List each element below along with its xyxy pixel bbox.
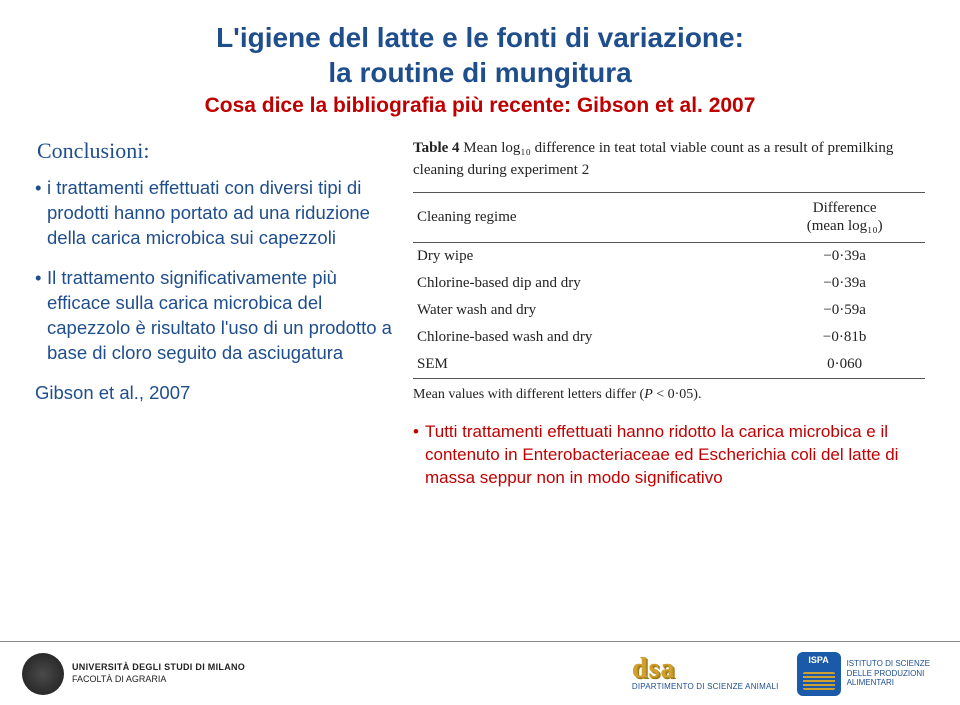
slide-title: L'igiene del latte e le fonti di variazi…	[35, 20, 925, 90]
unimi-text: UNIVERSITÀ DEGLI STUDI DI MILANO FACOLTÀ…	[72, 662, 245, 685]
note-suffix: < 0·05).	[653, 387, 702, 402]
note-prefix: Mean values with different letters diffe…	[413, 387, 644, 402]
table-cell-regime: Dry wipe	[413, 243, 764, 271]
summary-note: Tutti trattamenti effettuati hanno ridot…	[413, 421, 925, 490]
ispa-line2: DELLE PRODUZIONI	[847, 669, 930, 679]
ispa-badge-text: ISPA	[808, 655, 828, 665]
table-cell-value: −0·59a	[764, 297, 925, 324]
unimi-seal-icon	[22, 653, 64, 695]
title-line-2: la routine di mungitura	[328, 57, 631, 88]
footer-right: dsa DIPARTIMENTO DI SCIENZE ANIMALI ISPA…	[632, 652, 930, 696]
table-caption-rest: Mean log₁₀ difference in teat total viab…	[413, 140, 893, 178]
ispa-stripes-icon	[803, 672, 835, 690]
table-row: Dry wipe −0·39a	[413, 243, 925, 271]
note-italic: P	[644, 387, 653, 402]
table-caption-prefix: Table 4	[413, 140, 460, 156]
content-row: Conclusioni: i trattamenti effettuati co…	[35, 138, 925, 490]
table-col1-header: Cleaning regime	[413, 192, 764, 243]
unimi-line1: UNIVERSITÀ DEGLI STUDI DI MILANO	[72, 662, 245, 673]
table-row: Water wash and dry −0·59a	[413, 297, 925, 324]
col2-header-line1: Difference	[813, 200, 877, 216]
ispa-logo-block: ISPA ISTITUTO DI SCIENZE DELLE PRODUZION…	[797, 652, 930, 696]
table-note: Mean values with different letters diffe…	[413, 387, 925, 403]
dsa-logo-text: dsa	[632, 656, 779, 681]
table-cell-regime: Chlorine-based dip and dry	[413, 270, 764, 297]
table-row: Chlorine-based wash and dry −0·81b	[413, 324, 925, 351]
unimi-line2: FACOLTÀ DI AGRARIA	[72, 674, 245, 685]
table-cell-regime: Water wash and dry	[413, 297, 764, 324]
right-column: Table 4 Mean log₁₀ difference in teat to…	[413, 138, 925, 490]
conclusioni-heading: Conclusioni:	[37, 138, 395, 164]
title-line-1: L'igiene del latte e le fonti di variazi…	[216, 22, 744, 53]
footer-left: UNIVERSITÀ DEGLI STUDI DI MILANO FACOLTÀ…	[22, 653, 245, 695]
bullet-item: i trattamenti effettuati con diversi tip…	[35, 176, 395, 251]
conclusioni-list: i trattamenti effettuati con diversi tip…	[35, 176, 395, 406]
col2-header-line2: (mean log₁₀)	[807, 218, 883, 234]
dsa-logo-block: dsa DIPARTIMENTO DI SCIENZE ANIMALI	[632, 656, 779, 691]
table-cell-value: 0·060	[764, 351, 925, 379]
unimi-logo: UNIVERSITÀ DEGLI STUDI DI MILANO FACOLTÀ…	[22, 653, 245, 695]
dsa-subtitle: DIPARTIMENTO DI SCIENZE ANIMALI	[632, 682, 779, 691]
ispa-line3: ALIMENTARI	[847, 678, 930, 688]
data-table: Cleaning regime Difference (mean log₁₀) …	[413, 192, 925, 380]
ispa-text: ISTITUTO DI SCIENZE DELLE PRODUZIONI ALI…	[847, 659, 930, 688]
table-row: SEM 0·060	[413, 351, 925, 379]
bullet-item: Gibson et al., 2007	[35, 381, 395, 406]
table-row: Chlorine-based dip and dry −0·39a	[413, 270, 925, 297]
table-cell-regime: Chlorine-based wash and dry	[413, 324, 764, 351]
left-column: Conclusioni: i trattamenti effettuati co…	[35, 138, 395, 490]
slide: L'igiene del latte e le fonti di variazi…	[0, 0, 960, 705]
table-cell-regime: SEM	[413, 351, 764, 379]
ispa-badge-icon: ISPA	[797, 652, 841, 696]
table-cell-value: −0·81b	[764, 324, 925, 351]
bullet-item: Il trattamento significativamente più ef…	[35, 266, 395, 366]
table-cell-value: −0·39a	[764, 270, 925, 297]
footer-bar: UNIVERSITÀ DEGLI STUDI DI MILANO FACOLTÀ…	[0, 641, 960, 705]
table-caption: Table 4 Mean log₁₀ difference in teat to…	[413, 138, 925, 182]
slide-subtitle: Cosa dice la bibliografia più recente: G…	[35, 94, 925, 118]
table-col2-header: Difference (mean log₁₀)	[764, 192, 925, 243]
table-cell-value: −0·39a	[764, 243, 925, 271]
ispa-line1: ISTITUTO DI SCIENZE	[847, 659, 930, 669]
